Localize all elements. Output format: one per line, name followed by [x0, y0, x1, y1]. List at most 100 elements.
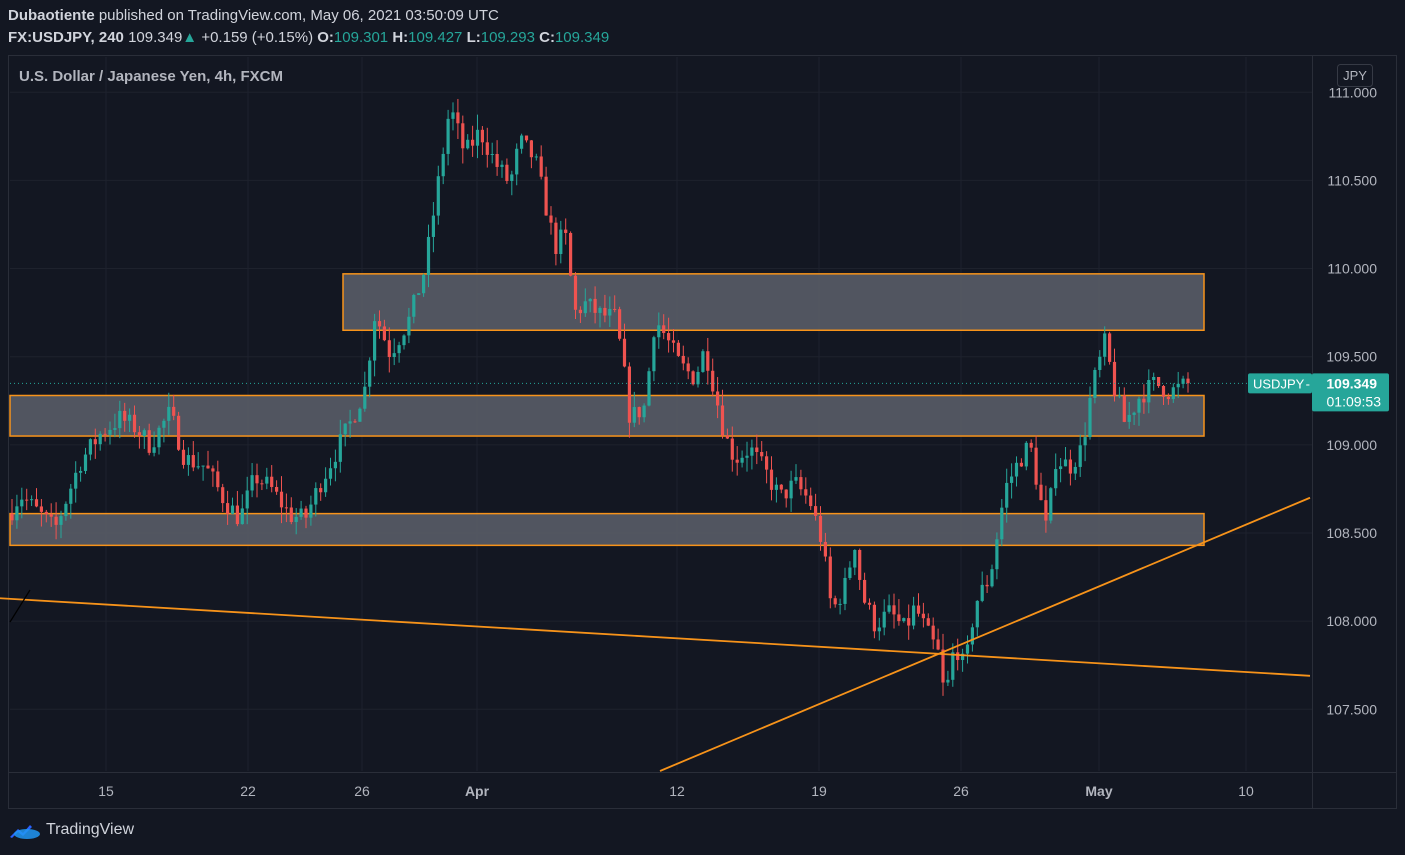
candle-body — [387, 340, 391, 357]
candle-up — [1014, 456, 1019, 487]
candle-body — [1010, 476, 1014, 483]
candle-up — [1152, 372, 1156, 391]
candle-body — [162, 420, 166, 428]
candle-down — [622, 323, 627, 368]
close-value: 109.349 — [554, 29, 610, 46]
candle-body — [1117, 395, 1121, 397]
candle-down — [1157, 376, 1161, 388]
candle-up — [608, 296, 612, 328]
candle-down — [823, 532, 827, 562]
candle-down — [784, 489, 788, 508]
candle-up — [1103, 326, 1107, 366]
candle-body — [657, 325, 661, 338]
candle-up — [740, 450, 744, 468]
candle-down — [456, 98, 460, 139]
candle-body — [1024, 442, 1028, 467]
candle-body — [79, 470, 83, 473]
candle-up — [1137, 396, 1141, 426]
price-tick-label: 111.000 — [1328, 84, 1377, 100]
candle-up — [162, 418, 166, 443]
candle-body — [431, 215, 435, 237]
candle-body — [995, 539, 999, 570]
tradingview-logo-icon — [10, 825, 40, 839]
candle-body — [907, 618, 911, 626]
candle-body — [686, 363, 690, 372]
candle-body — [211, 468, 215, 472]
currency-button[interactable]: JPY — [1337, 64, 1373, 87]
candle-body — [1103, 333, 1107, 357]
candle-body — [740, 457, 744, 463]
tradingview-brand[interactable]: TradingView — [8, 820, 134, 840]
candle-down — [814, 493, 818, 521]
candle-body — [505, 164, 509, 181]
candle-body — [485, 142, 489, 155]
time-tick-label: Apr — [465, 783, 490, 799]
candle-body — [1059, 466, 1063, 470]
candle-body — [324, 478, 328, 493]
author-name[interactable]: Dubaotiente — [8, 7, 95, 24]
candle-body — [500, 164, 504, 167]
candle-up — [373, 313, 377, 377]
candle-up — [1054, 453, 1058, 496]
candle-body — [118, 410, 122, 429]
candle-down — [382, 319, 386, 342]
candle-body — [823, 541, 827, 557]
current-price-label: USDJPY - 109.349 01:09:53 — [10, 373, 1389, 412]
candle-down — [603, 294, 607, 323]
candle-body — [69, 488, 73, 504]
candle-body — [578, 309, 582, 314]
candle-down — [39, 499, 43, 527]
candle-down — [255, 463, 259, 498]
candle-body — [970, 627, 974, 645]
candle-body — [534, 156, 538, 158]
candle-body — [113, 428, 117, 430]
price-axis: 111.000 110.500 110.000 109.500 109.000 108.5… — [1326, 84, 1377, 717]
candle-body — [333, 461, 337, 469]
candle-up — [877, 617, 881, 641]
candle-body — [1078, 445, 1082, 467]
candle-up — [152, 431, 156, 457]
candle-body — [627, 366, 631, 423]
candle-body — [554, 222, 558, 254]
candle-up — [500, 160, 504, 178]
candle-up — [534, 153, 538, 161]
candle-down — [725, 428, 729, 440]
candle-up — [466, 134, 470, 150]
candle-body — [681, 355, 685, 364]
candle-up — [1059, 458, 1063, 483]
candle-body — [20, 499, 24, 507]
candle-body — [779, 484, 783, 490]
time-tick-label: 22 — [240, 783, 256, 799]
candle-body — [833, 598, 837, 605]
zones — [9, 273, 1205, 547]
candle-down — [985, 575, 989, 593]
candle-up — [1093, 367, 1097, 404]
candle-body — [353, 421, 357, 423]
up-arrow-icon: ▲ — [182, 29, 198, 46]
candle-up — [142, 428, 146, 449]
candle-down — [1108, 331, 1112, 365]
candle-body — [30, 499, 34, 501]
candle-up — [157, 425, 161, 455]
candle-up — [1098, 350, 1102, 378]
candle-down — [54, 502, 58, 540]
candle-down — [627, 362, 631, 438]
candle-body — [1088, 397, 1092, 438]
publish-info: Dubaotiente published on TradingView.com… — [8, 7, 499, 24]
candle-body — [1014, 462, 1019, 477]
time-tick-label: 10 — [1238, 783, 1254, 799]
candle-body — [1112, 361, 1117, 397]
candle-body — [167, 406, 171, 421]
candle-body — [490, 153, 494, 155]
price-tick-label: 110.500 — [1327, 172, 1377, 188]
candle-down — [926, 613, 930, 627]
candle-down — [505, 158, 509, 184]
candle-down — [1142, 384, 1146, 414]
candle-body — [108, 429, 112, 435]
candle-body — [480, 129, 484, 143]
candle-down — [671, 329, 676, 353]
candle-down — [1186, 372, 1190, 393]
candle-up — [887, 594, 891, 614]
candle-down — [103, 428, 107, 442]
